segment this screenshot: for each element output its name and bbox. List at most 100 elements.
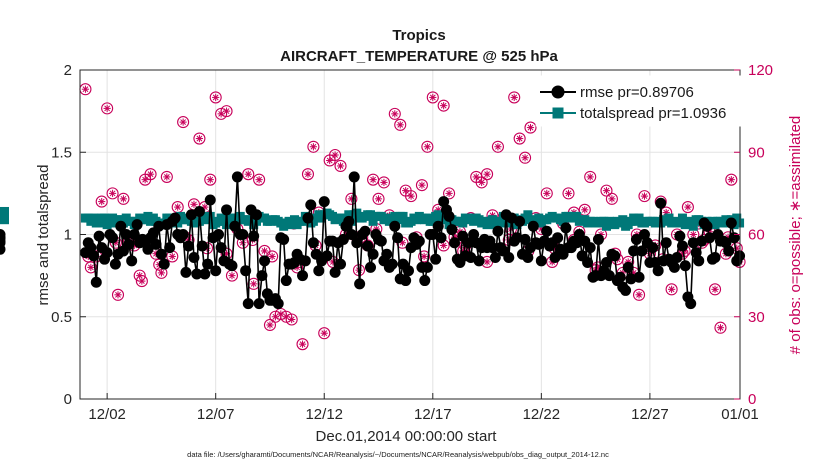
rmse-point — [427, 229, 439, 240]
y-tick-label: 2 — [64, 62, 72, 79]
asterisk-stroke — [424, 143, 431, 150]
rmse-point — [609, 250, 621, 262]
rmse-point — [487, 242, 498, 254]
rmse-point — [704, 232, 716, 244]
rmse-point — [126, 255, 138, 267]
obs-assimilated-point — [157, 269, 166, 277]
totalspread-point — [0, 215, 9, 225]
totalspread-point — [352, 208, 362, 218]
rmse-point — [229, 220, 241, 232]
asterisk-stroke — [522, 154, 528, 161]
asterisk-stroke — [402, 187, 409, 194]
rmse-point — [193, 205, 205, 217]
rmse-point — [367, 248, 379, 260]
obs-assimilated-point — [260, 247, 269, 255]
rmse-point — [728, 232, 740, 244]
obs-assimilated-point — [309, 143, 317, 151]
obs-possible-point — [562, 187, 575, 200]
x-tick-label: 12/07 — [197, 406, 235, 423]
obs-assimilated-point — [420, 252, 428, 261]
rmse-point — [552, 232, 564, 244]
obs-assimilated-point — [298, 340, 307, 348]
totalspread-point — [398, 211, 408, 221]
obs-assimilated-point — [331, 151, 339, 159]
totalspread-point — [290, 215, 299, 225]
rmse-point — [462, 237, 474, 249]
obs-assimilated-point — [255, 176, 263, 184]
asterisk-stroke — [269, 253, 276, 260]
obs-assimilated-point — [212, 93, 220, 102]
rmse-point — [307, 237, 319, 249]
totalspread-point — [496, 218, 506, 228]
rmse-point — [343, 215, 355, 227]
asterisk-stroke — [261, 248, 268, 254]
rmse-point — [489, 252, 501, 264]
rmse-point — [142, 243, 154, 255]
obs-possible-point — [481, 168, 494, 181]
obs-assimilated-point — [369, 176, 377, 184]
obs-assimilated-point — [250, 280, 258, 288]
rmse-point — [272, 298, 284, 310]
obs-assimilated-point — [87, 263, 95, 271]
obs-assimilated-point — [494, 143, 502, 151]
obs-assimilated-point — [478, 178, 486, 187]
obs-possible-point — [263, 318, 277, 332]
totalspread-point — [365, 210, 375, 220]
asterisk-stroke — [229, 272, 235, 279]
totalspread-point — [89, 213, 99, 223]
legend-box — [535, 75, 741, 127]
obs-possible-point — [160, 170, 173, 183]
obs-assimilated-point — [288, 315, 296, 324]
obs-assimilated-point — [440, 241, 448, 250]
obs-assimilated-point — [174, 203, 182, 211]
obs-possible-point — [524, 121, 537, 134]
obs-possible-point — [513, 132, 526, 145]
asterisk-stroke — [495, 143, 501, 150]
asterisk-stroke — [267, 322, 273, 328]
asterisk-stroke — [87, 264, 94, 271]
rmse-point — [725, 217, 737, 229]
obs-possible-point — [519, 151, 532, 164]
rmse-point — [709, 252, 721, 264]
obs-possible-point — [301, 168, 315, 181]
asterisk-stroke — [419, 182, 425, 189]
totalspread-point — [664, 213, 674, 223]
obs-assimilated-point — [423, 143, 431, 151]
obs-assimilated-point — [146, 170, 155, 178]
legend-label-totalspread: totalspread pr=1.0936 — [580, 105, 726, 122]
totalspread-point — [488, 215, 497, 225]
obs-assimilated-point — [304, 170, 312, 178]
rmse-point — [413, 235, 425, 247]
asterisk-stroke — [668, 286, 675, 293]
asterisk-stroke — [690, 231, 697, 238]
obs-assimilated-point — [602, 187, 611, 195]
obs-assimilated-point — [711, 285, 719, 293]
obs-assimilated-point — [543, 189, 551, 197]
obs-assimilated-point — [716, 324, 725, 332]
obs-possible-point — [345, 192, 358, 205]
rmse-point — [636, 245, 648, 257]
asterisk-stroke — [218, 110, 225, 117]
asterisk-stroke — [684, 204, 691, 210]
obs-possible-point — [101, 102, 114, 115]
obs-assimilated-point — [195, 134, 204, 143]
rmse-point — [514, 215, 526, 227]
obs-assimilated-point — [374, 195, 383, 203]
chart-title: Tropics — [392, 27, 445, 44]
obs-assimilated-point — [141, 176, 149, 184]
obs-possible-point — [600, 184, 613, 197]
rmse-point — [473, 255, 485, 267]
obs-possible-point — [204, 173, 217, 186]
rmse-point — [432, 220, 444, 232]
totalspread-point — [287, 220, 297, 230]
rmse-point — [592, 233, 604, 245]
rmse-point — [345, 229, 357, 240]
totalspread-point — [298, 216, 308, 226]
asterisk-stroke — [397, 121, 404, 128]
rmse-point — [435, 232, 447, 244]
rmse-point — [359, 225, 371, 237]
asterisk-stroke — [337, 163, 344, 169]
totalspread-point — [428, 216, 438, 226]
obs-possible-point — [177, 116, 190, 129]
